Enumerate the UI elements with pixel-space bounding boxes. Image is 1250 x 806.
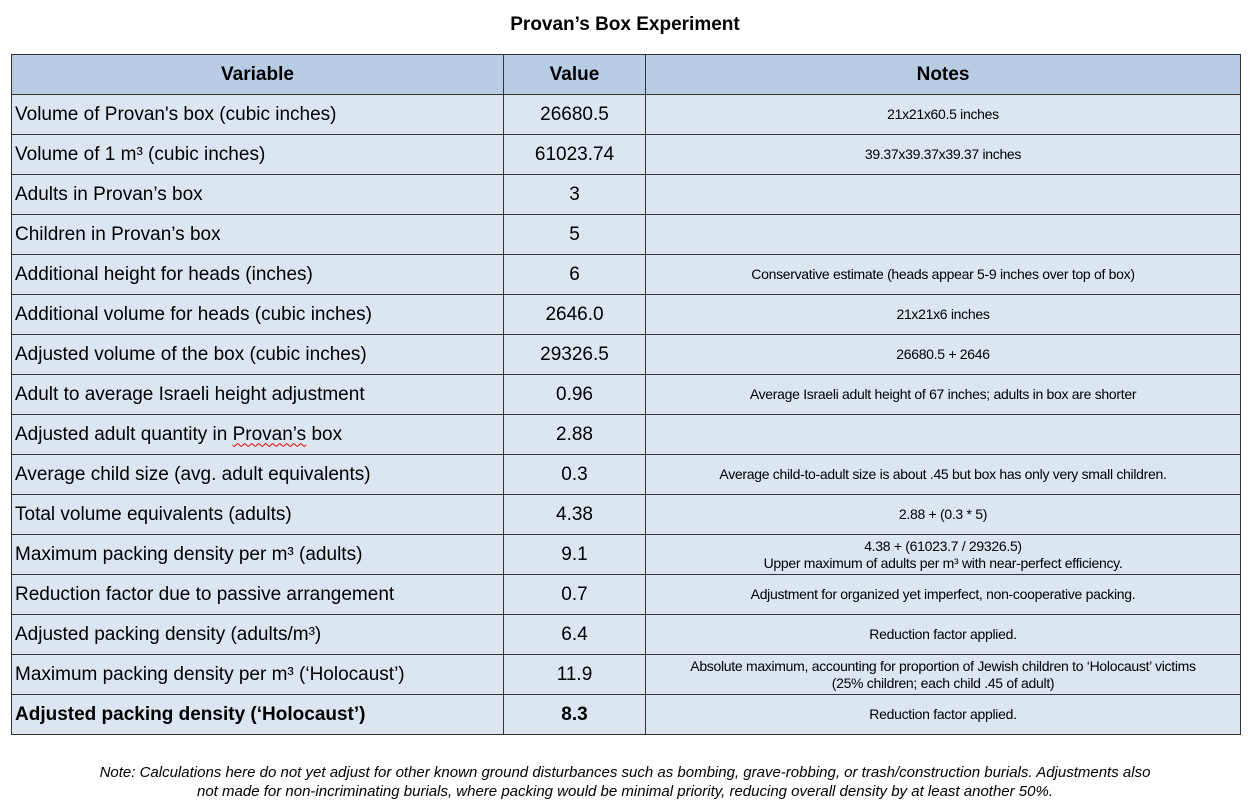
cell-variable: Children in Provan’s box xyxy=(11,214,504,255)
cell-notes: 4.38 + (61023.7 / 29326.5) Upper maximum … xyxy=(645,534,1241,575)
note-line-1: Average child-to-adult size is about .45… xyxy=(719,466,1167,482)
note-line-1: 21x21x6 inches xyxy=(896,306,990,322)
data-table: Variable Value Notes Volume of Provan's … xyxy=(11,54,1241,735)
cell-variable: Adjusted packing density (‘Holocaust’) xyxy=(11,694,504,735)
table-row: Adults in Provan’s box 3 xyxy=(11,174,1241,215)
cell-value: 4.38 xyxy=(503,494,646,535)
cell-notes: Adjustment for organized yet imperfect, … xyxy=(645,574,1241,615)
cell-value: 26680.5 xyxy=(503,94,646,135)
cell-variable: Total volume equivalents (adults) xyxy=(11,494,504,535)
note-line-1: Average Israeli adult height of 67 inche… xyxy=(749,386,1137,402)
cell-value: 29326.5 xyxy=(503,334,646,375)
cell-variable: Average child size (avg. adult equivalen… xyxy=(11,454,504,495)
note-line-2: Upper maximum of adults per m³ with near… xyxy=(763,554,1123,571)
cell-notes xyxy=(645,174,1241,215)
table-row: Average child size (avg. adult equivalen… xyxy=(11,454,1241,495)
note-line-1: Reduction factor applied. xyxy=(869,706,1017,722)
table-row: Adult to average Israeli height adjustme… xyxy=(11,374,1241,415)
cell-value: 5 xyxy=(503,214,646,255)
cell-notes: Reduction factor applied. xyxy=(645,614,1241,655)
note-line-1: 21x21x60.5 inches xyxy=(887,106,999,122)
note-line-1: Absolute maximum, accounting for proport… xyxy=(690,657,1196,674)
header-variable: Variable xyxy=(11,54,504,95)
cell-value: 6.4 xyxy=(503,614,646,655)
cell-notes: 26680.5 + 2646 xyxy=(645,334,1241,375)
table-row: Additional height for heads (inches) 6 Con… xyxy=(11,254,1241,295)
note-line-1: 4.38 + (61023.7 / 29326.5) xyxy=(864,537,1022,554)
table-row: Maximum packing density per m³ (‘Holocau… xyxy=(11,654,1241,695)
variable-text: Adjusted adult quantity in xyxy=(15,423,233,445)
note-line-1: Conservative estimate (heads appear 5-9 … xyxy=(751,266,1135,282)
cell-variable: Volume of 1 m³ (cubic inches) xyxy=(11,134,504,175)
cell-value: 11.9 xyxy=(503,654,646,695)
misspelled-word: Provan’s xyxy=(232,423,307,445)
header-notes: Notes xyxy=(645,54,1241,95)
cell-value: 3 xyxy=(503,174,646,215)
table-row: Adjusted packing density (‘Holocaust’) 8.… xyxy=(11,694,1241,735)
cell-variable: Maximum packing density per m³ (adults) xyxy=(11,534,504,575)
table-row: Reduction factor due to passive arrangem… xyxy=(11,574,1241,615)
cell-variable: Additional volume for heads (cubic inche… xyxy=(11,294,504,335)
note-line-1: 26680.5 + 2646 xyxy=(896,346,990,362)
table-row: Additional volume for heads (cubic inche… xyxy=(11,294,1241,335)
note-line-1: Reduction factor applied. xyxy=(869,626,1017,642)
cell-value: 61023.74 xyxy=(503,134,646,175)
cell-value: 2646.0 xyxy=(503,294,646,335)
cell-value: 0.3 xyxy=(503,454,646,495)
note-line-1: 39.37x39.37x39.37 inches xyxy=(864,146,1022,162)
cell-variable: Additional height for heads (inches) xyxy=(11,254,504,295)
note-line-1: Adjustment for organized yet imperfect, … xyxy=(750,586,1136,602)
cell-notes xyxy=(645,414,1241,455)
header-value: Value xyxy=(503,54,646,95)
cell-notes: Reduction factor applied. xyxy=(645,694,1241,735)
table-row: Children in Provan’s box 5 xyxy=(11,214,1241,255)
cell-notes: Average child-to-adult size is about .45… xyxy=(645,454,1241,495)
table-row: Total volume equivalents (adults) 4.38 2.8… xyxy=(11,494,1241,535)
cell-variable: Adjusted adult quantity in Provan’s box xyxy=(11,414,504,455)
table-row: Maximum packing density per m³ (adults) 9… xyxy=(11,534,1241,575)
table-row: Adjusted adult quantity in Provan’s box 2… xyxy=(11,414,1241,455)
footnote-line-2: not made for non-incriminating burials, … xyxy=(197,783,1053,800)
page-title: Provan’s Box Experiment xyxy=(510,14,740,35)
cell-variable: Maximum packing density per m³ (‘Holocau… xyxy=(11,654,504,695)
cell-notes: Absolute maximum, accounting for proport… xyxy=(645,654,1241,695)
cell-notes: 21x21x60.5 inches xyxy=(645,94,1241,135)
table-row: Volume of 1 m³ (cubic inches) 61023.74 39.… xyxy=(11,134,1241,175)
note-line-2: (25% children; each child .45 of adult) xyxy=(831,674,1055,691)
cell-value: 8.3 xyxy=(503,694,646,735)
cell-notes: Conservative estimate (heads appear 5-9 … xyxy=(645,254,1241,295)
cell-notes: 39.37x39.37x39.37 inches xyxy=(645,134,1241,175)
cell-value: 6 xyxy=(503,254,646,295)
cell-value: 2.88 xyxy=(503,414,646,455)
table-header-row: Variable Value Notes xyxy=(11,54,1241,95)
note-line-1: 2.88 + (0.3 * 5) xyxy=(898,506,988,522)
table-row: Adjusted volume of the box (cubic inches… xyxy=(11,334,1241,375)
cell-variable: Reduction factor due to passive arrangem… xyxy=(11,574,504,615)
cell-value: 0.96 xyxy=(503,374,646,415)
table-row: Volume of Provan's box (cubic inches) 266… xyxy=(11,94,1241,135)
cell-variable: Volume of Provan's box (cubic inches) xyxy=(11,94,504,135)
cell-value: 0.7 xyxy=(503,574,646,615)
cell-value: 9.1 xyxy=(503,534,646,575)
cell-variable: Adult to average Israeli height adjustme… xyxy=(11,374,504,415)
cell-variable: Adjusted packing density (adults/m³) xyxy=(11,614,504,655)
cell-variable: Adjusted volume of the box (cubic inches… xyxy=(11,334,504,375)
footnote-line-1: Note: Calculations here do not yet adjus… xyxy=(99,764,1151,781)
variable-text: box xyxy=(306,423,343,445)
cell-notes: Average Israeli adult height of 67 inche… xyxy=(645,374,1241,415)
cell-notes xyxy=(645,214,1241,255)
cell-notes: 2.88 + (0.3 * 5) xyxy=(645,494,1241,535)
footnote: Note: Calculations here do not yet adjus… xyxy=(0,763,1250,801)
cell-variable: Adults in Provan’s box xyxy=(11,174,504,215)
cell-notes: 21x21x6 inches xyxy=(645,294,1241,335)
table-row: Adjusted packing density (adults/m³) 6.4 R… xyxy=(11,614,1241,655)
